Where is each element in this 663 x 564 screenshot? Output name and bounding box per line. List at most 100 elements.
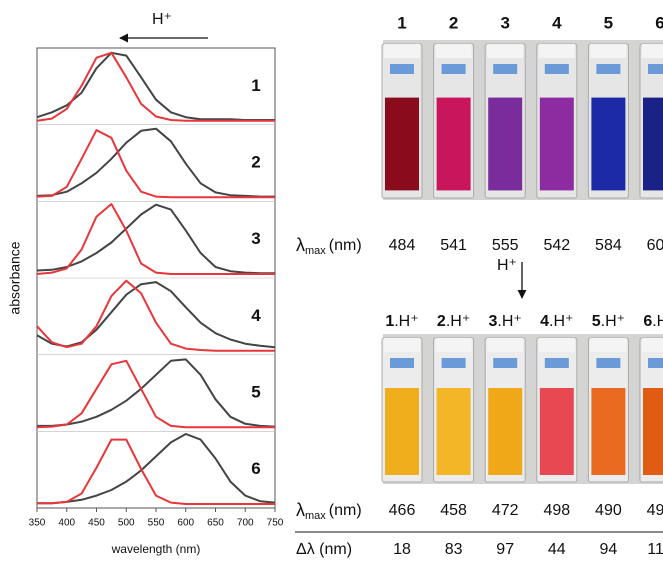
unit: (nm)	[329, 237, 362, 254]
column-header: 1	[397, 13, 406, 32]
x-tick-label: 450	[88, 518, 105, 529]
cuvette-cap	[590, 44, 626, 58]
spectrum-line	[37, 53, 275, 120]
x-tick-label: 550	[148, 518, 165, 529]
x-tick-label: 750	[267, 518, 284, 529]
header-suffix: .H⁺	[549, 313, 573, 330]
cuvette-cap	[384, 44, 420, 58]
cuvette-liquid	[488, 98, 522, 191]
header-number: 3	[489, 313, 498, 330]
panel-label: 4	[251, 306, 261, 325]
column-header: 2	[449, 13, 458, 32]
cuvette-cap	[539, 338, 575, 352]
cuvette-liquid	[643, 98, 663, 191]
cuvette-liquid	[591, 388, 625, 475]
cuvette-cap	[642, 44, 663, 58]
cuvette-label	[390, 64, 414, 74]
table-value: 83	[445, 541, 463, 558]
cuvette-label	[442, 358, 466, 368]
cuvette-label	[493, 64, 517, 74]
column-header: 4	[552, 13, 562, 32]
row-label: Δλ (nm)	[296, 541, 352, 558]
table-value: 114	[647, 541, 663, 558]
cuvette-cap	[539, 44, 575, 58]
cuvette-liquid	[643, 388, 663, 475]
table-value: 498	[543, 502, 570, 519]
x-tick-label: 700	[237, 518, 254, 529]
x-tick-label: 350	[29, 518, 46, 529]
lambda-sub: max	[305, 510, 326, 522]
spectrum-line	[37, 205, 275, 274]
table-value: 44	[548, 541, 566, 558]
table-value: 604	[647, 237, 663, 254]
column-header: 3.H⁺	[489, 313, 522, 330]
spectrum-line	[37, 282, 275, 347]
cuvette-liquid	[385, 98, 419, 191]
table-value: 555	[492, 237, 519, 254]
panel-label: 2	[251, 152, 260, 171]
cuvette-label	[648, 64, 663, 74]
cuvette-cap	[642, 338, 663, 352]
header-suffix: .H⁺	[497, 313, 521, 330]
arrow-label: H⁺	[152, 11, 172, 28]
figure: H⁺ wavelength (nm) absorbance H⁺ Δλ (nm)…	[0, 0, 663, 564]
cuvette-liquid	[488, 388, 522, 475]
cuvette-label	[390, 358, 414, 368]
table-value: 490	[595, 502, 622, 519]
cuvette-cap	[384, 338, 420, 352]
cuvette-cap	[487, 338, 523, 352]
header-number: 2	[437, 313, 446, 330]
column-header: 1.H⁺	[385, 313, 418, 330]
cuvette-cap	[590, 338, 626, 352]
cuvette-liquid	[437, 388, 471, 475]
panel-label: 3	[251, 229, 260, 248]
row-label: λmax(nm)	[296, 500, 362, 522]
x-tick-label: 500	[118, 518, 135, 529]
cuvette-liquid	[540, 98, 574, 191]
table-value: 541	[440, 237, 467, 254]
panel-label: 6	[251, 459, 260, 478]
header-suffix: .H⁺	[601, 313, 625, 330]
column-header: 6.H⁺	[643, 313, 663, 330]
spectrum-line	[37, 281, 275, 351]
table-value: 490	[647, 502, 663, 519]
table-value: 94	[600, 541, 618, 558]
table-value: 466	[389, 502, 416, 519]
cuvette-label	[596, 64, 620, 74]
table-value: 472	[492, 502, 519, 519]
column-header: 5	[604, 13, 613, 32]
panel-label: 5	[251, 382, 260, 401]
x-tick-label: 650	[207, 518, 224, 529]
cuvette-label	[648, 358, 663, 368]
x-axis-label: wavelength (nm)	[111, 542, 201, 556]
header-suffix: .H⁺	[652, 313, 663, 330]
header-number: 1	[385, 313, 394, 330]
arrow-label: H⁺	[497, 257, 517, 274]
column-header: 5.H⁺	[592, 313, 625, 330]
cuvette-label	[596, 358, 620, 368]
lambda: λ	[296, 235, 305, 255]
column-header: 4.H⁺	[540, 313, 573, 330]
spectrum-line	[37, 204, 275, 274]
cuvette-label	[545, 358, 569, 368]
header-suffix: .H⁺	[394, 313, 418, 330]
table-value: 484	[389, 237, 416, 254]
row-label: λmax(nm)	[296, 235, 362, 257]
cuvette-label	[545, 64, 569, 74]
cuvette-cap	[487, 44, 523, 58]
table-value: 18	[393, 541, 411, 558]
cuvette-label	[442, 64, 466, 74]
y-axis-label: absorbance	[7, 241, 23, 314]
cuvette-liquid	[540, 388, 574, 475]
header-number: 5	[592, 313, 601, 330]
table-value: 542	[543, 237, 570, 254]
spectrum-line	[37, 129, 275, 197]
header-number: 6	[643, 313, 652, 330]
cuvette-label	[493, 358, 517, 368]
cuvette-liquid	[591, 98, 625, 191]
unit: (nm)	[329, 502, 362, 519]
x-tick-label: 600	[177, 518, 194, 529]
header-suffix: .H⁺	[446, 313, 470, 330]
header-number: 4	[540, 313, 549, 330]
x-tick-label: 400	[58, 518, 75, 529]
